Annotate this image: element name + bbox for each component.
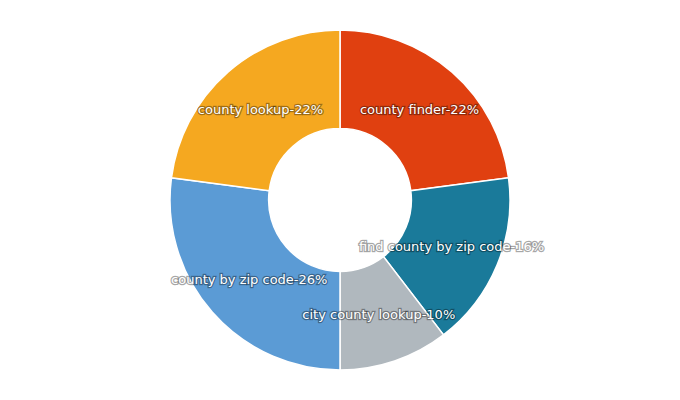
data-label: city county lookup-10% (302, 307, 455, 322)
data-label: county lookup-22% (198, 102, 323, 117)
data-label: find county by zip code-16% (359, 239, 544, 254)
data-label: county by zip code-26% (171, 272, 327, 287)
slice (171, 30, 340, 191)
slice (170, 178, 340, 370)
labels: county finder-22% find county by zip code… (171, 102, 544, 322)
slice (340, 30, 509, 191)
chart: county finder-22% find county by zip code… (0, 0, 680, 400)
data-label: county finder-22% (360, 102, 479, 117)
slices (170, 30, 510, 370)
